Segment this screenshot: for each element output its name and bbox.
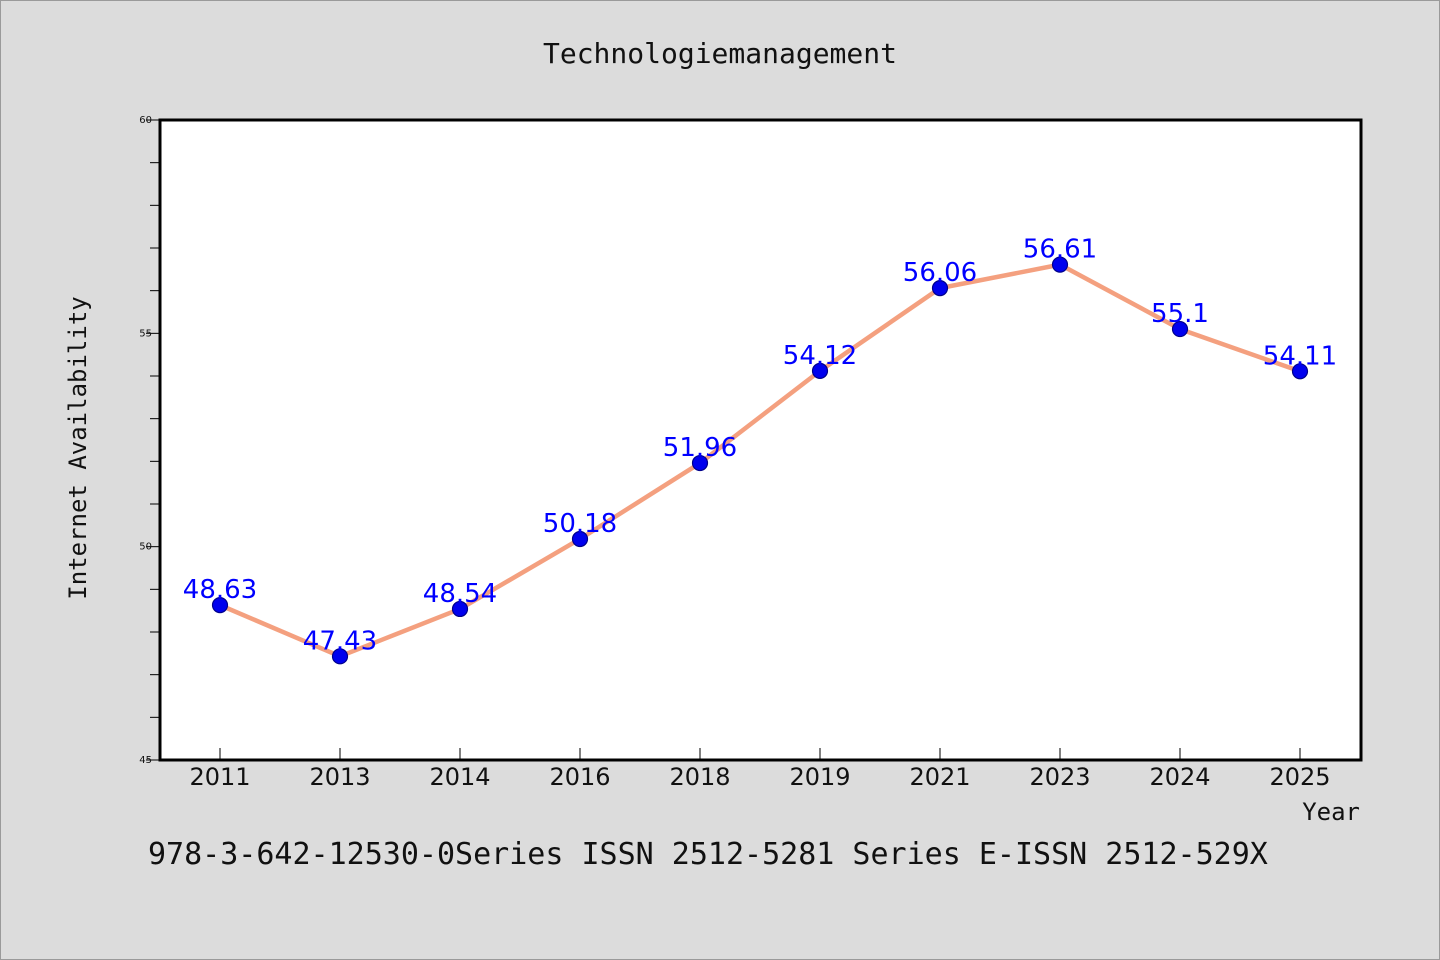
x-tick-label: 2016 bbox=[549, 763, 610, 791]
data-point bbox=[451, 600, 469, 618]
y-axis-ticks: 45 50 55 60 bbox=[139, 115, 160, 766]
series-layer bbox=[217, 262, 1303, 659]
x-tick-label: 2024 bbox=[1149, 763, 1210, 791]
y-tick-label: 50 bbox=[139, 542, 152, 553]
footer-isbn-issn: 978-3-642-12530-0Series ISSN 2512-5281 S… bbox=[148, 837, 1268, 872]
data-point bbox=[331, 648, 349, 665]
x-tick-label: 2011 bbox=[189, 763, 250, 791]
data-label-layer: 48.63 47.43 48.54 50.18 51.96 54.12 56.06 56.61… bbox=[183, 235, 1337, 657]
x-tick-label: 2025 bbox=[1269, 763, 1330, 791]
series-line bbox=[217, 262, 1303, 659]
data-point bbox=[1171, 320, 1189, 338]
x-tick-label: 2013 bbox=[309, 763, 370, 791]
data-label: 51.96 bbox=[663, 433, 737, 463]
data-point bbox=[571, 530, 589, 548]
x-tick-label: 2023 bbox=[1029, 763, 1090, 791]
data-point bbox=[931, 280, 949, 297]
data-label: 54.11 bbox=[1263, 341, 1337, 371]
x-tick-label: 2021 bbox=[909, 763, 970, 791]
plot-area bbox=[158, 118, 1363, 762]
y-tick-label: 60 bbox=[139, 115, 152, 126]
data-label: 55.1 bbox=[1151, 299, 1209, 329]
data-label: 47.43 bbox=[303, 626, 377, 656]
x-axis-ticks: 2011 2013 2014 2016 2018 2019 2021 2023 2024 2025 bbox=[189, 748, 1331, 791]
data-label: 56.06 bbox=[903, 258, 977, 288]
data-point bbox=[1051, 256, 1069, 273]
data-point bbox=[691, 454, 709, 472]
x-tick-label: 2019 bbox=[789, 763, 850, 791]
y-axis-label: Internet Availability bbox=[64, 296, 92, 599]
data-point bbox=[211, 597, 229, 614]
chart-title: Technologiemanagement bbox=[543, 37, 897, 70]
y-tick-label: 55 bbox=[139, 328, 152, 339]
data-point bbox=[811, 362, 829, 379]
x-axis-label: Year bbox=[1302, 798, 1360, 826]
data-label: 48.63 bbox=[183, 575, 257, 605]
data-label: 50.18 bbox=[543, 509, 617, 539]
x-tick-label: 2018 bbox=[669, 763, 730, 791]
data-label: 48.54 bbox=[423, 579, 497, 609]
y-tick-label: 45 bbox=[139, 755, 152, 766]
data-label: 56.61 bbox=[1023, 235, 1097, 265]
marker-layer bbox=[211, 256, 1309, 665]
data-label: 54.12 bbox=[783, 341, 857, 371]
x-tick-label: 2014 bbox=[429, 763, 490, 791]
data-point bbox=[1291, 363, 1309, 380]
